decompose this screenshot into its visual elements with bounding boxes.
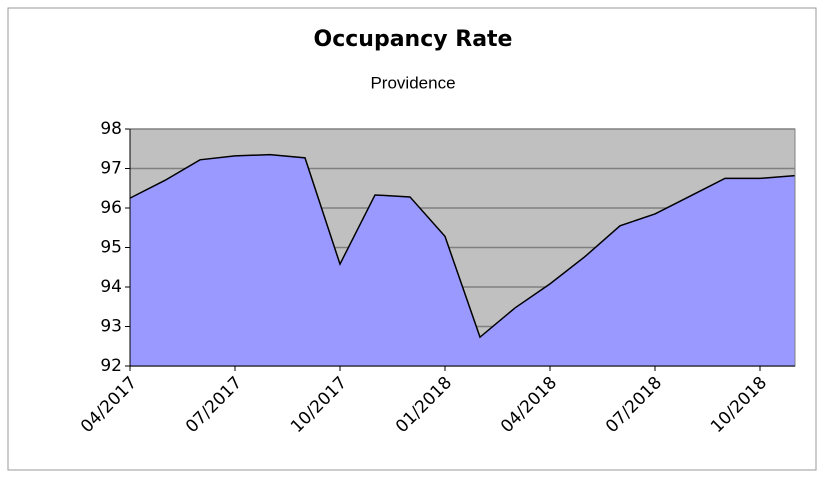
y-tick-label: 97	[100, 159, 122, 179]
y-tick-label: 96	[100, 198, 122, 218]
area	[130, 154, 795, 366]
y-tick-label: 98	[100, 119, 122, 139]
chart-title: Occupancy Rate	[314, 27, 513, 52]
y-tick-label: 95	[100, 238, 122, 258]
area-line	[129, 153, 796, 339]
y-tick-label: 94	[100, 277, 122, 297]
chart-subtitle: Providence	[370, 73, 455, 92]
y-tick-label: 92	[100, 356, 122, 376]
y-tick-label: 93	[100, 317, 122, 337]
